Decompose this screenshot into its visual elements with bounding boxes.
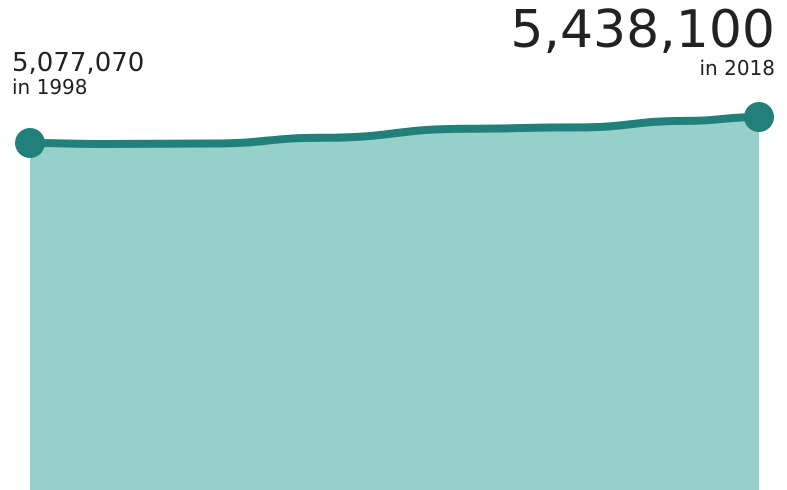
start-annotation: 5,077,070 in 1998 xyxy=(12,48,145,100)
end-point xyxy=(744,102,774,132)
start-year-label: in 1998 xyxy=(12,75,88,100)
start-point xyxy=(15,128,45,158)
start-value-label: 5,077,070 xyxy=(12,48,145,78)
end-annotation: 5,438,100 in 2018 xyxy=(510,4,775,78)
end-value-label: 5,438,100 xyxy=(510,0,775,60)
area-fill xyxy=(30,117,759,490)
series-line xyxy=(26,113,763,149)
end-year-label: in 2018 xyxy=(699,56,776,80)
